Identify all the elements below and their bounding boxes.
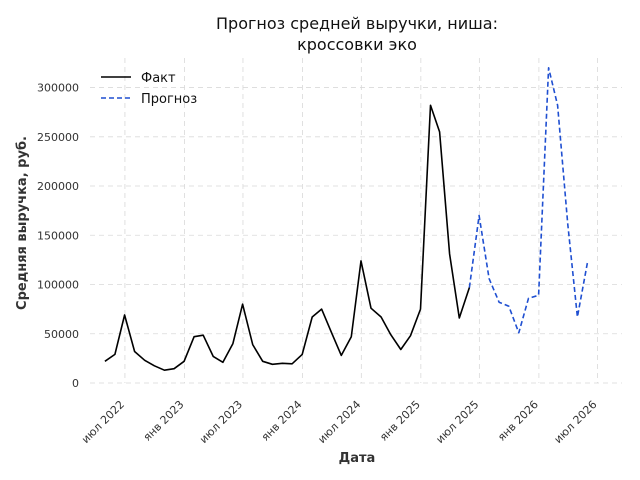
x-tick-label: июл 2022 [79,398,127,446]
y-ticks: 0 50000 100000 150000 200000 250000 300000 [37,82,79,390]
legend-label-forecast: Прогноз [141,92,197,107]
y-tick-label: 200000 [37,180,79,193]
legend-label-fact: Факт [141,71,176,86]
x-ticks: июл 2022 янв 2023 июл 2023 янв 2024 июл 2024… [79,398,600,446]
x-tick-label: июл 2023 [197,398,245,446]
y-tick-label: 0 [72,377,79,390]
x-tick-label: июл 2024 [315,398,363,446]
x-tick-label: июл 2025 [433,398,481,446]
legend: Факт Прогноз [101,71,197,107]
y-tick-label: 100000 [37,279,79,292]
x-tick-label: янв 2026 [495,398,541,444]
x-tick-label: янв 2025 [377,398,423,444]
chart-title-line-1: Прогноз средней выручки, ниша: [216,14,498,33]
series-layer [104,67,589,371]
y-axis-label: Средняя выручка, руб. [15,136,30,310]
chart-title-line-2: кроссовки эко [297,35,417,54]
y-tick-label: 250000 [37,131,79,144]
y-tick-label: 50000 [44,328,79,341]
series-line-forecast [468,67,589,334]
y-tick-label: 150000 [37,229,79,242]
series-line-fact [104,104,471,371]
y-tick-label: 300000 [37,82,79,95]
grid [90,58,622,384]
x-tick-label: янв 2023 [141,398,187,444]
x-axis-label: Дата [339,451,376,466]
x-tick-label: июл 2026 [552,398,600,446]
x-tick-label: янв 2024 [259,398,305,444]
